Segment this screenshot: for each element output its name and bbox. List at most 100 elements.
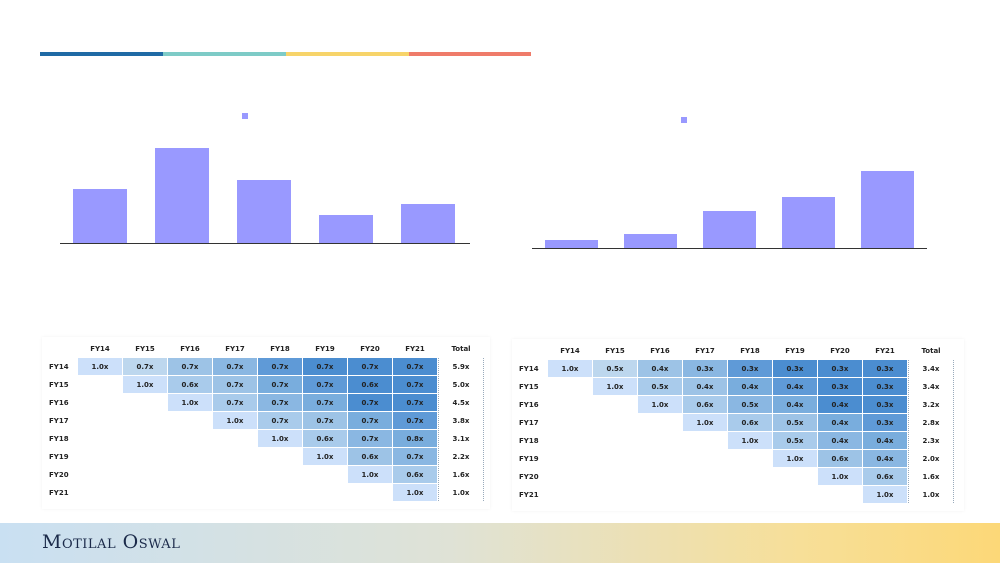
table-row: FY19 1.0x 0.6x 0.7x 2.2x bbox=[47, 448, 484, 465]
row-total: 4.5x bbox=[438, 394, 484, 411]
heatmap-cell bbox=[213, 484, 257, 501]
heatmap-cell: 0.7x bbox=[123, 358, 167, 375]
heatmap-cell: 0.6x bbox=[393, 466, 437, 483]
heatmap-cell: 0.3x bbox=[863, 360, 907, 377]
table-row: FY18 1.0x 0.6x 0.7x 0.8x 3.1x bbox=[47, 430, 484, 447]
heatmap-cell: 0.6x bbox=[683, 396, 727, 413]
heatmap-cell: 0.5x bbox=[593, 360, 637, 377]
heatmap-cell bbox=[258, 484, 302, 501]
row-total: 2.8x bbox=[908, 414, 954, 431]
heatmap-cell: 0.3x bbox=[818, 360, 862, 377]
row-label: FY21 bbox=[49, 488, 69, 497]
heatmap-cell: 0.4x bbox=[818, 432, 862, 449]
row-total: 2.0x bbox=[908, 450, 954, 467]
heatmap-cell: 0.6x bbox=[168, 376, 212, 393]
heatmap-cell: 0.3x bbox=[683, 360, 727, 377]
row-total: 3.4x bbox=[908, 360, 954, 377]
heatmap-cell bbox=[593, 432, 637, 449]
heatmap-cell bbox=[593, 468, 637, 485]
row-total: 2.3x bbox=[908, 432, 954, 449]
heatmap-cell: 0.7x bbox=[213, 394, 257, 411]
heatmap-cell bbox=[548, 486, 592, 503]
heatmap-cell bbox=[548, 450, 592, 467]
row-label: FY15 bbox=[519, 382, 539, 391]
heatmap-cell bbox=[683, 486, 727, 503]
heatmap-cell bbox=[348, 484, 392, 501]
row-label: FY16 bbox=[519, 400, 539, 409]
row-total: 3.4x bbox=[908, 378, 954, 395]
heatmap-cell bbox=[168, 412, 212, 429]
table-row: FY15 1.0x 0.5x 0.4x 0.4x 0.4x 0.3x 0.3x 3.4x bbox=[517, 378, 954, 395]
heatmap-cell bbox=[123, 466, 167, 483]
heatmap-cell bbox=[593, 414, 637, 431]
heatmap-cell: 0.7x bbox=[303, 394, 347, 411]
heatmap-cell bbox=[548, 414, 592, 431]
heatmap-cell bbox=[258, 448, 302, 465]
heatmap-cell: 1.0x bbox=[818, 468, 862, 485]
column-header: FY19 bbox=[785, 346, 805, 355]
heatmap-cell: 1.0x bbox=[168, 394, 212, 411]
footer: Motilal Oswal bbox=[0, 523, 1000, 563]
heatmap-cell bbox=[78, 448, 122, 465]
table-row: FY20 1.0x 0.6x 1.6x bbox=[517, 468, 954, 485]
heatmap-cell: 0.7x bbox=[303, 376, 347, 393]
table-row: FY18 1.0x 0.5x 0.4x 0.4x 2.3x bbox=[517, 432, 954, 449]
heatmap-cell bbox=[638, 486, 682, 503]
legend-swatch bbox=[242, 113, 248, 119]
heatmap-cell bbox=[773, 468, 817, 485]
column-header: FY20 bbox=[360, 344, 380, 353]
heatmap-cell: 0.4x bbox=[818, 396, 862, 413]
heatmap-cell bbox=[123, 484, 167, 501]
row-label: FY15 bbox=[49, 380, 69, 389]
row-label: FY18 bbox=[519, 436, 539, 445]
row-label: FY20 bbox=[49, 470, 69, 479]
heatmap-cell bbox=[123, 412, 167, 429]
row-label: FY20 bbox=[519, 472, 539, 481]
column-header: FY21 bbox=[875, 346, 895, 355]
row-total: 1.0x bbox=[438, 484, 484, 501]
heatmap-cell: 0.6x bbox=[863, 468, 907, 485]
column-header: FY19 bbox=[315, 344, 335, 353]
heatmap-cell: 0.7x bbox=[303, 358, 347, 375]
table-row: FY15 1.0x 0.6x 0.7x 0.7x 0.7x 0.6x 0.7x 5.0x bbox=[47, 376, 484, 393]
heatmap-cell bbox=[593, 486, 637, 503]
heatmap-cell bbox=[548, 378, 592, 395]
heatmap-cell: 0.3x bbox=[863, 396, 907, 413]
heatmap-cell bbox=[638, 414, 682, 431]
heatmap-cell bbox=[728, 468, 772, 485]
heatmap-cell bbox=[303, 484, 347, 501]
row-label: FY17 bbox=[49, 416, 69, 425]
brand-logo: Motilal Oswal bbox=[42, 531, 181, 553]
heatmap-cell: 0.6x bbox=[728, 414, 772, 431]
heatmap-cell: 1.0x bbox=[773, 450, 817, 467]
heatmap-cell bbox=[548, 468, 592, 485]
heatmap-cell bbox=[683, 468, 727, 485]
heatmap-cell: 0.7x bbox=[258, 376, 302, 393]
bar bbox=[401, 204, 455, 243]
heatmap-cell: 0.7x bbox=[393, 358, 437, 375]
heatmap-cell: 0.7x bbox=[348, 358, 392, 375]
table-row: FY17 1.0x 0.7x 0.7x 0.7x 0.7x 3.8x bbox=[47, 412, 484, 429]
heatmap-cell bbox=[213, 466, 257, 483]
column-header: Total bbox=[921, 346, 941, 355]
table-row: FY21 1.0x 1.0x bbox=[517, 486, 954, 503]
column-header: FY20 bbox=[830, 346, 850, 355]
table-row: FY14 1.0x 0.7x 0.7x 0.7x 0.7x 0.7x 0.7x 0.7x 5.9x bbox=[47, 358, 484, 375]
stripe-salmon bbox=[409, 52, 531, 56]
row-label: FY14 bbox=[49, 362, 69, 371]
column-header: FY18 bbox=[740, 346, 760, 355]
row-label: FY21 bbox=[519, 490, 539, 499]
heatmap-cell: 0.3x bbox=[818, 378, 862, 395]
heatmap-cell bbox=[78, 376, 122, 393]
heatmap-cell: 1.0x bbox=[348, 466, 392, 483]
heatmap-cell: 1.0x bbox=[638, 396, 682, 413]
heatmap-cell: 1.0x bbox=[303, 448, 347, 465]
heatmap-cell bbox=[593, 396, 637, 413]
heatmap-cell: 1.0x bbox=[593, 378, 637, 395]
heatmap-cell: 0.3x bbox=[773, 360, 817, 377]
heatmap-cell: 0.6x bbox=[303, 430, 347, 447]
row-label: FY19 bbox=[49, 452, 69, 461]
heatmap-cell: 0.5x bbox=[728, 396, 772, 413]
row-label: FY14 bbox=[519, 364, 539, 373]
